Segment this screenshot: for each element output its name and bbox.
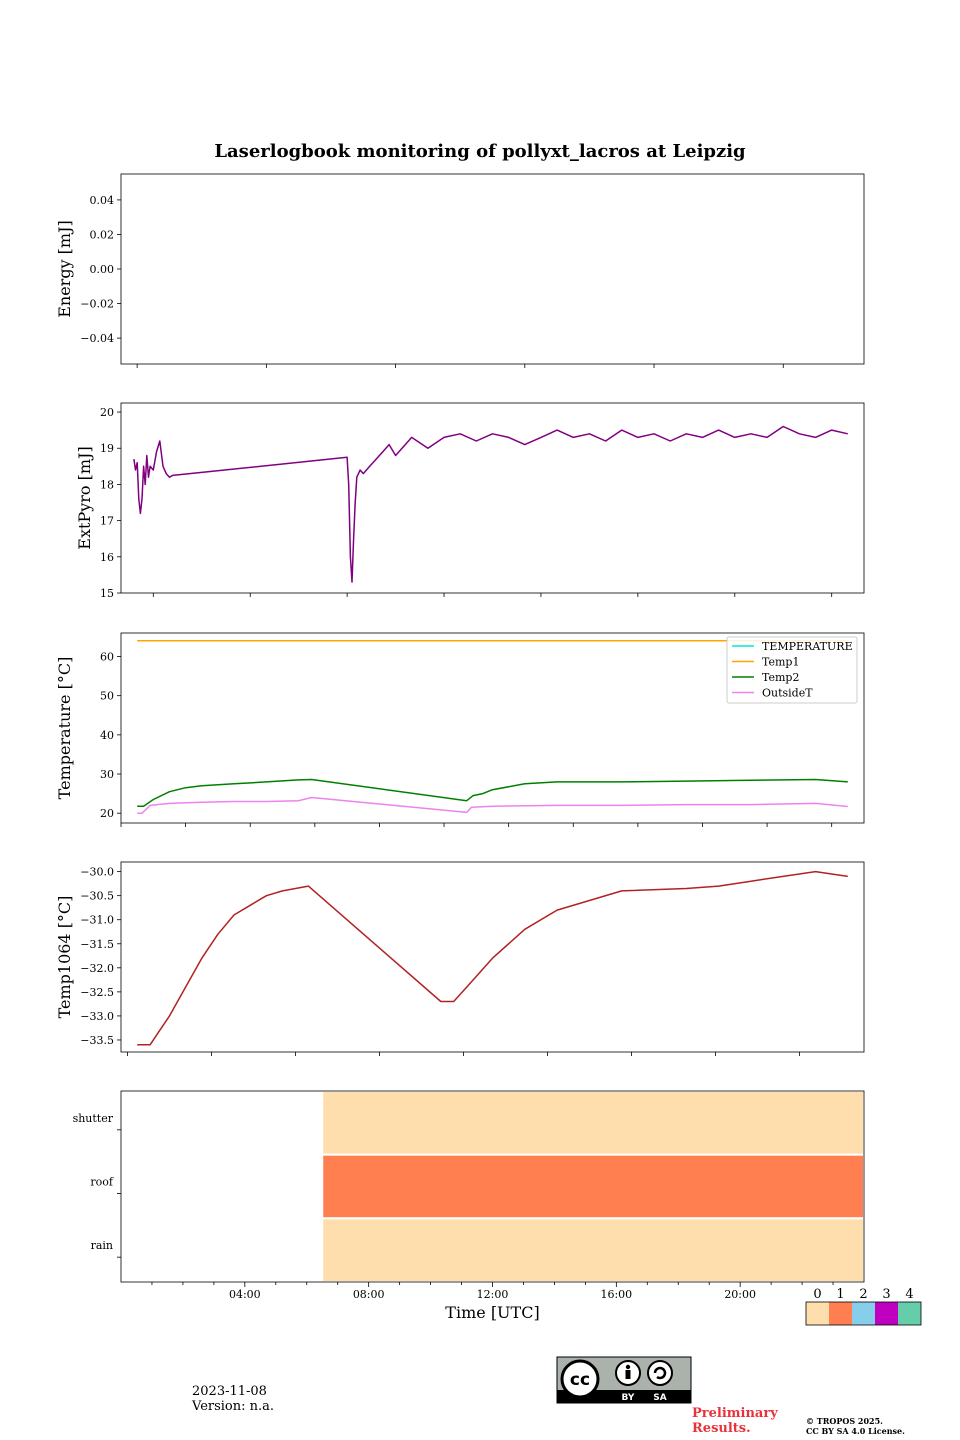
legend-label-TEMPERATURE: TEMPERATURE: [762, 640, 853, 653]
x-tick-label: 08:00: [353, 1288, 385, 1301]
axes-frame: [120, 402, 865, 594]
y-tick-label: −31.5: [80, 938, 114, 951]
copyright-line2: CC BY SA 4.0 License.: [806, 1426, 905, 1436]
series-line-temp1064-0: [137, 870, 848, 1046]
y-tick-label: −32.5: [80, 986, 114, 999]
x-tick-label: 04:00: [229, 1288, 261, 1301]
row-label-shutter: shutter: [73, 1112, 114, 1125]
legend-label-Temp2: Temp2: [762, 671, 799, 684]
y-tick-label: 0.02: [90, 228, 115, 241]
y-tick-label: −30.5: [80, 890, 114, 903]
series-line-Temp2: [137, 778, 848, 807]
legend-label-Temp1: Temp1: [762, 656, 799, 669]
copyright-line1: © TROPOS 2025.: [806, 1416, 883, 1426]
y-axis-label: Temperature [°C]: [55, 657, 74, 800]
legend-box: [726, 636, 858, 704]
sa-icon: [647, 1360, 673, 1386]
y-tick-label: −0.02: [80, 298, 114, 311]
colorbar-cell-1: [829, 1302, 852, 1325]
colorbar-cell-4: [898, 1302, 921, 1325]
y-tick-label: 16: [100, 551, 114, 564]
row-label-roof: roof: [90, 1176, 114, 1189]
y-axis-label: ExtPyro [mJ]: [75, 446, 94, 549]
colorbar-label: 2: [859, 1287, 867, 1302]
row-label-rain: rain: [91, 1239, 113, 1252]
y-tick-label: −32.0: [80, 962, 114, 975]
y-tick-label: 50: [100, 690, 114, 703]
y-tick-label: −0.04: [80, 332, 114, 345]
colorbar-label: 1: [836, 1287, 844, 1302]
cc-by-sa-logo: cc BY SA: [556, 1356, 692, 1404]
colorbar-cell-2: [852, 1302, 875, 1325]
preliminary-line1: Preliminary: [692, 1406, 778, 1421]
footer-date-block: 2023-11-08 Version: n.a.: [192, 1384, 274, 1414]
y-tick-label: 0.04: [90, 194, 115, 207]
cc-icon-text: cc: [570, 1370, 590, 1390]
status-cell-rain: [321, 1217, 865, 1284]
y-tick-label: 20: [100, 406, 114, 419]
legend-label-OutsideT: OutsideT: [762, 687, 813, 700]
y-tick-label: −33.5: [80, 1034, 114, 1047]
panel-energy: 0.04 0.02 0.00 −0.02 −0.04 Energy [mJ]: [55, 173, 865, 368]
colorbar-label: 3: [882, 1287, 890, 1302]
axes-frame: [120, 173, 865, 365]
y-tick-label: 15: [100, 587, 114, 600]
colorbar-cell-0: [806, 1302, 829, 1325]
preliminary-line2: Results.: [692, 1421, 751, 1436]
x-tick-label: 20:00: [724, 1288, 756, 1301]
sa-label: SA: [653, 1393, 666, 1403]
y-axis-label: Energy [mJ]: [55, 220, 74, 318]
panel-temp1064: −30.0 −30.5 −31.0 −31.5 −32.0 −32.5 −33.0 −33.5…: [55, 861, 865, 1056]
x-tick-label: 12:00: [477, 1288, 509, 1301]
y-tick-label: 0.00: [90, 263, 115, 276]
panel-extpyro: 20 19 18 17 16 15 ExtPyro [mJ]: [75, 402, 865, 600]
y-tick-label: 17: [100, 515, 114, 528]
colorbar-cell-3: [875, 1302, 898, 1325]
y-tick-label: 20: [100, 807, 114, 820]
colorbar-label: 0: [813, 1287, 821, 1302]
y-tick-label: −33.0: [80, 1010, 114, 1023]
y-axis-label: Temp1064 [°C]: [55, 896, 74, 1019]
y-tick-label: −30.0: [80, 866, 114, 879]
panel-status: shutter roof rain 04:00 08:00 12:00 16:00 20:00…: [73, 1090, 922, 1326]
status-cell-roof: [321, 1153, 865, 1220]
footer-version: Version: n.a.: [192, 1399, 275, 1414]
series-line-extpyro-0: [133, 425, 848, 583]
y-tick-label: 60: [100, 651, 114, 664]
y-tick-label: 19: [100, 442, 114, 455]
panel-temperature: 60 50 40 30 20 Temperature [°C] TEMPERATURE Tem…: [55, 632, 865, 827]
x-axis-label: Time [UTC]: [445, 1303, 539, 1322]
by-person-head: [625, 1364, 631, 1370]
copyright-note: © TROPOS 2025. CC BY SA 4.0 License.: [806, 1416, 905, 1436]
status-cell-shutter: [321, 1090, 865, 1156]
x-tick-label: 16:00: [600, 1288, 632, 1301]
by-person-body: [625, 1370, 631, 1379]
y-tick-label: −31.0: [80, 914, 114, 927]
footer-date: 2023-11-08: [192, 1384, 267, 1399]
preliminary-note: Preliminary Results.: [692, 1406, 778, 1436]
colorbar-frame: [805, 1301, 922, 1326]
chart-title: Laserlogbook monitoring of pollyxt_lacro…: [214, 141, 746, 162]
y-tick-label: 40: [100, 729, 114, 742]
colorbar-label: 4: [905, 1287, 913, 1302]
series-line-OutsideT: [137, 796, 848, 814]
by-label: BY: [622, 1393, 635, 1403]
y-tick-label: 30: [100, 768, 114, 781]
axes-frame: [120, 861, 865, 1053]
y-tick-label: 18: [100, 478, 114, 491]
cc-icon: [560, 1359, 600, 1399]
axes-frame: [120, 632, 865, 824]
sa-icon-arrow: [653, 1366, 667, 1380]
